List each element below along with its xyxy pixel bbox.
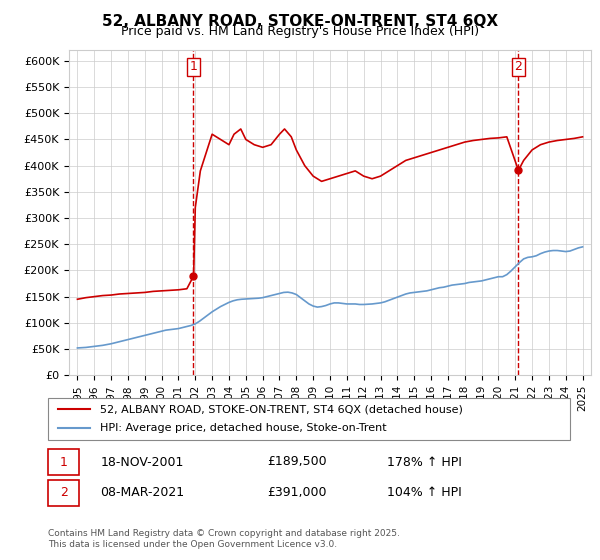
Text: 178% ↑ HPI: 178% ↑ HPI bbox=[388, 455, 462, 469]
Text: Price paid vs. HM Land Registry's House Price Index (HPI): Price paid vs. HM Land Registry's House … bbox=[121, 25, 479, 38]
Text: 52, ALBANY ROAD, STOKE-ON-TRENT, ST4 6QX (detached house): 52, ALBANY ROAD, STOKE-ON-TRENT, ST4 6QX… bbox=[100, 404, 463, 414]
Text: 52, ALBANY ROAD, STOKE-ON-TRENT, ST4 6QX: 52, ALBANY ROAD, STOKE-ON-TRENT, ST4 6QX bbox=[102, 14, 498, 29]
Text: £391,000: £391,000 bbox=[267, 486, 327, 500]
Text: Contains HM Land Registry data © Crown copyright and database right 2025.
This d: Contains HM Land Registry data © Crown c… bbox=[48, 529, 400, 549]
FancyBboxPatch shape bbox=[48, 449, 79, 475]
Text: 08-MAR-2021: 08-MAR-2021 bbox=[100, 486, 184, 500]
Text: 1: 1 bbox=[190, 60, 197, 73]
FancyBboxPatch shape bbox=[48, 479, 79, 506]
Text: HPI: Average price, detached house, Stoke-on-Trent: HPI: Average price, detached house, Stok… bbox=[100, 423, 387, 433]
Text: 18-NOV-2001: 18-NOV-2001 bbox=[100, 455, 184, 469]
Text: 104% ↑ HPI: 104% ↑ HPI bbox=[388, 486, 462, 500]
Text: 1: 1 bbox=[60, 455, 68, 469]
Text: 2: 2 bbox=[60, 486, 68, 500]
Text: 2: 2 bbox=[514, 60, 523, 73]
FancyBboxPatch shape bbox=[48, 398, 570, 440]
Text: £189,500: £189,500 bbox=[267, 455, 327, 469]
